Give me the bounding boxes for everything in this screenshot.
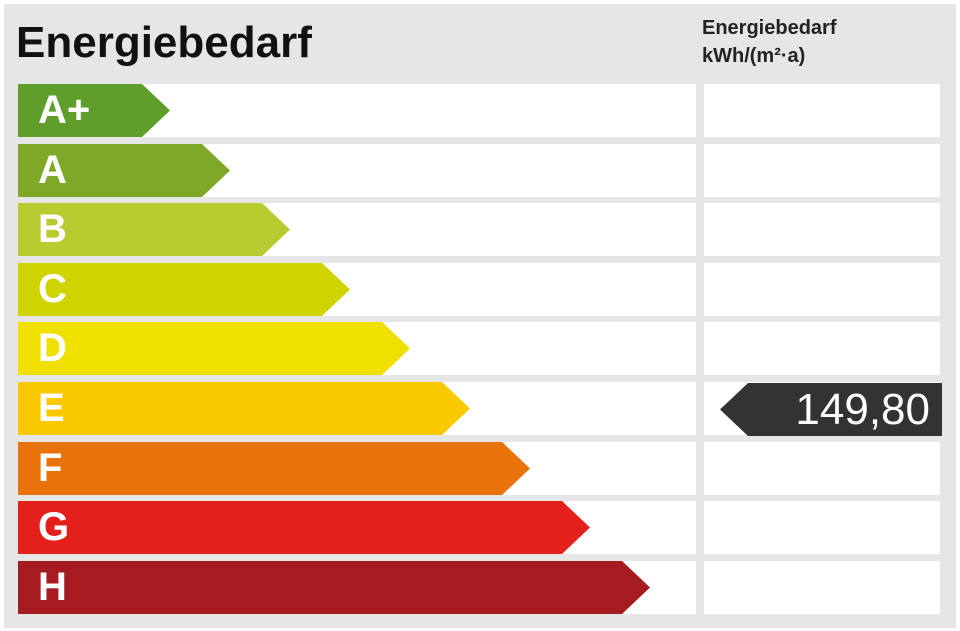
- class-grade-label: E: [38, 386, 65, 430]
- column-header: Energiebedarf kWh/(m²·a): [702, 14, 836, 70]
- class-grade-label: D: [38, 326, 67, 370]
- class-row-h: H: [18, 561, 696, 614]
- class-arrow: H: [18, 561, 650, 614]
- class-row-b: B: [18, 203, 696, 256]
- value-marker: 149,80: [720, 383, 942, 436]
- value-cell: [704, 322, 940, 375]
- class-row-a-plus: A+: [18, 84, 696, 137]
- value-cell: [704, 263, 940, 316]
- class-arrow: A: [18, 144, 230, 197]
- class-grade-label: H: [38, 565, 67, 609]
- class-grade-label: A: [38, 148, 67, 192]
- value-marker-label: 149,80: [795, 385, 930, 434]
- class-grade-label: F: [38, 446, 63, 490]
- class-arrow: G: [18, 501, 590, 554]
- class-arrow: A+: [18, 84, 170, 137]
- class-grade-label: G: [38, 505, 70, 549]
- value-cell: [704, 203, 940, 256]
- class-row-d: D: [18, 322, 696, 375]
- column-header-unit: kWh/(m²·a): [702, 45, 806, 67]
- class-arrow: E: [18, 382, 470, 435]
- column-header-title: Energiebedarf: [702, 17, 837, 39]
- class-row-a: A: [18, 144, 696, 197]
- class-row-g: G: [18, 501, 696, 554]
- class-arrow: F: [18, 442, 530, 495]
- value-cell: [704, 561, 940, 614]
- class-row-c: C: [18, 263, 696, 316]
- value-cell: [704, 144, 940, 197]
- class-arrow: D: [18, 322, 410, 375]
- class-arrow: C: [18, 263, 350, 316]
- class-row-f: F: [18, 442, 696, 495]
- value-cell: [704, 84, 940, 137]
- class-row-e: E: [18, 382, 696, 435]
- value-cell: [704, 442, 940, 495]
- class-arrow: B: [18, 203, 290, 256]
- class-grade-label: C: [38, 267, 67, 311]
- class-grade-label: B: [38, 207, 67, 251]
- value-cell: [704, 501, 940, 554]
- label-title: Energiebedarf: [16, 18, 312, 67]
- class-grade-label: A+: [38, 88, 91, 132]
